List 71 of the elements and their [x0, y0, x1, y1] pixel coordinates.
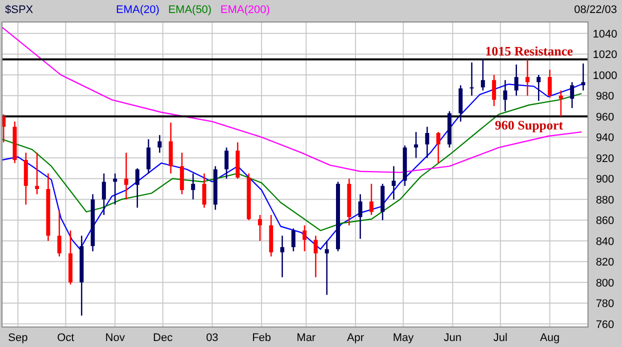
- x-tick-label: Feb: [252, 332, 272, 344]
- y-tick-label: 880: [596, 194, 614, 206]
- x-tick-label: Jul: [493, 332, 508, 344]
- y-tick-label: 920: [596, 152, 614, 165]
- candlestick: [202, 172, 206, 208]
- x-tick-label: Oct: [57, 332, 74, 344]
- candlestick: [291, 228, 296, 252]
- candlestick: [57, 209, 62, 258]
- y-tick-label: 900: [596, 174, 614, 186]
- candlestick: [548, 69, 552, 98]
- x-tick-label: Dec: [153, 332, 174, 344]
- candlestick: [314, 235, 318, 278]
- candlestick: [480, 58, 485, 92]
- text: EMA(50): [168, 4, 212, 16]
- candlestick: [224, 146, 229, 180]
- candlestick: [146, 138, 150, 174]
- candlestick: [124, 152, 128, 200]
- candlestick: [392, 166, 396, 200]
- line-series: [1, 26, 582, 174]
- y-tick-label: 1040: [592, 28, 618, 40]
- x-tick-label: Mar: [296, 332, 316, 344]
- candlestick: [558, 90, 563, 118]
- y-tick-label: 940: [596, 132, 614, 144]
- candlestick: [425, 126, 430, 159]
- x-tick-label: Aug: [540, 332, 560, 344]
- candlestick: [570, 82, 574, 109]
- candlestick: [536, 74, 541, 102]
- candlestick: [35, 152, 40, 195]
- candlestick: [581, 62, 586, 92]
- candlestick: [414, 131, 418, 159]
- y-tick-label: 840: [596, 236, 614, 248]
- candlestick: [525, 58, 530, 96]
- y-tick-label: 820: [596, 256, 614, 269]
- y-tick-label: 860: [596, 215, 614, 228]
- text: 08/22/03: [574, 4, 617, 16]
- x-tick-label: 03: [206, 332, 218, 344]
- candlestick: [135, 168, 140, 208]
- candlestick: [302, 224, 307, 252]
- x-tick-label: Sep: [8, 332, 28, 344]
- candlestick: [369, 183, 374, 216]
- candlestick: [258, 214, 262, 242]
- x-tick-label: Apr: [346, 332, 364, 344]
- y-tick-label: 960: [596, 111, 614, 124]
- y-tick-label: 760: [596, 318, 614, 331]
- candlestick: [324, 240, 329, 296]
- text: EMA(20): [116, 4, 160, 16]
- ref-line-label: 960 Support: [494, 117, 564, 132]
- line-series: [1, 92, 582, 232]
- x-tick-label: May: [392, 332, 414, 344]
- candlestick: [113, 172, 118, 206]
- candlestick: [514, 64, 518, 96]
- candlestick: [191, 172, 196, 200]
- y-tick-label: 1000: [592, 70, 618, 82]
- candlestick: [470, 62, 474, 96]
- chart-title: $SPX: [5, 4, 34, 16]
- candlestick: [436, 131, 440, 164]
- y-tick-label: 780: [596, 298, 614, 310]
- candlestick: [492, 74, 496, 107]
- candlestick: [358, 194, 362, 240]
- y-tick-label: 800: [596, 277, 614, 290]
- x-tick-label: Jun: [444, 332, 462, 344]
- y-tick-label: 1020: [592, 49, 618, 62]
- candlestick: [503, 79, 508, 112]
- x-tick-label: Nov: [105, 332, 126, 344]
- candlestick: [158, 134, 162, 154]
- candlestick: [280, 235, 284, 278]
- ref-line-label: 1015 Resistance: [485, 43, 574, 58]
- candlestick: [180, 152, 184, 195]
- text: EMA(200): [220, 4, 270, 16]
- y-tick-label: 980: [596, 90, 614, 103]
- candlestick: [102, 172, 106, 216]
